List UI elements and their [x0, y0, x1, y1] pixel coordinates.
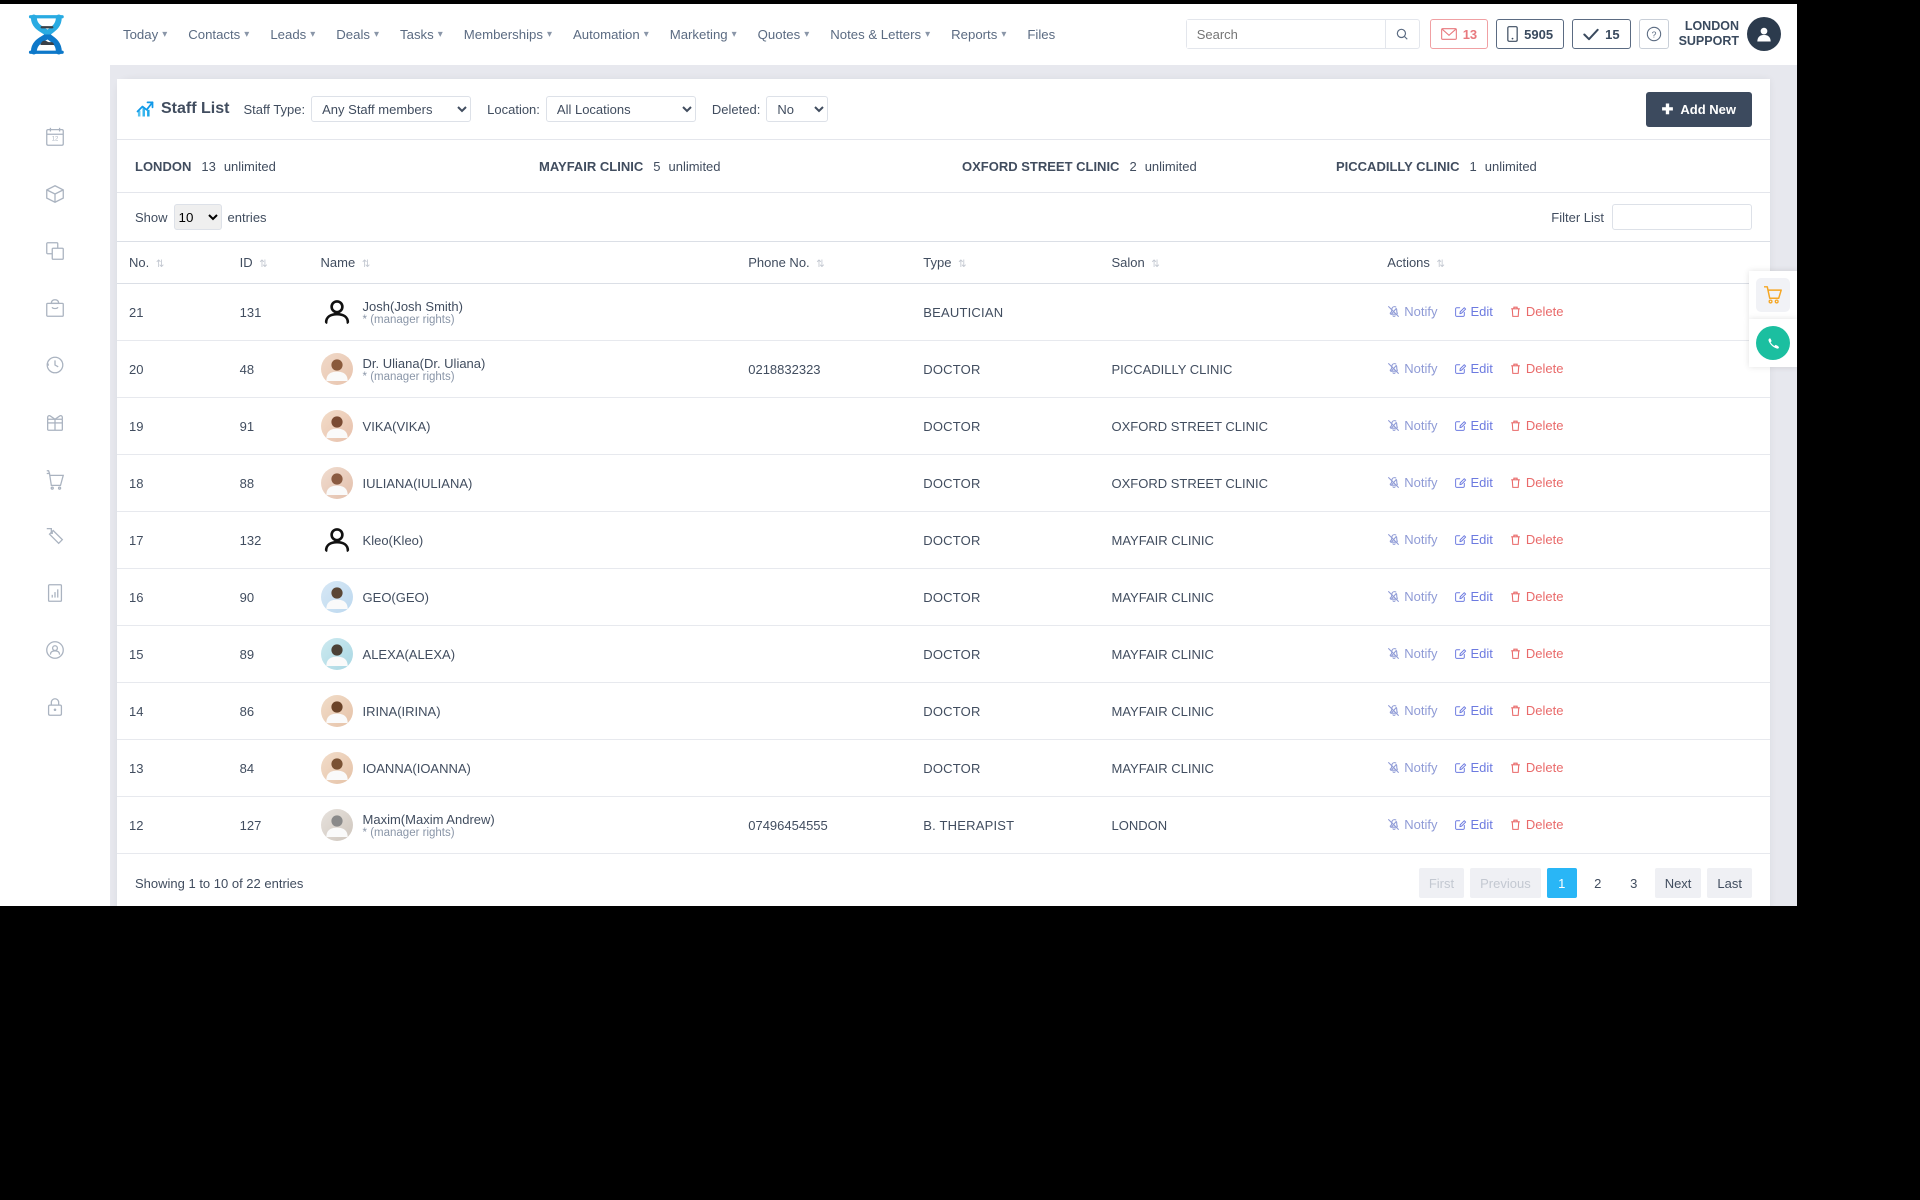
- svg-text:12: 12: [52, 136, 59, 142]
- svg-text:?: ?: [1651, 29, 1656, 39]
